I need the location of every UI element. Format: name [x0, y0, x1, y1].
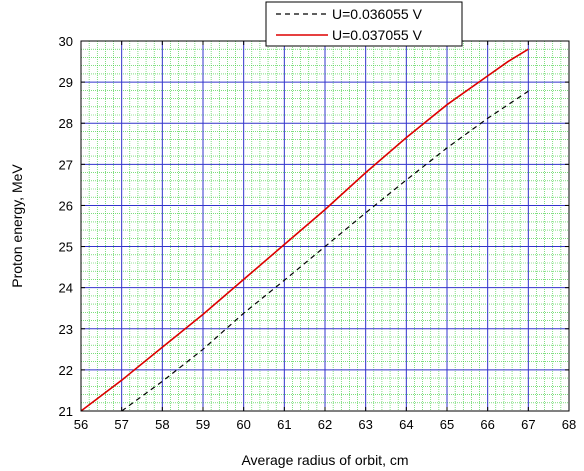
y-tick-label: 24	[59, 281, 73, 296]
y-tick-label: 22	[59, 363, 73, 378]
y-tick-label: 26	[59, 198, 73, 213]
x-tick-label: 60	[236, 417, 250, 432]
x-tick-label: 68	[562, 417, 576, 432]
x-tick-label: 58	[155, 417, 169, 432]
x-tick-label: 57	[114, 417, 128, 432]
x-tick-label: 56	[74, 417, 88, 432]
legend: U=0.036055 V U=0.037055 V	[266, 2, 462, 46]
x-tick-label: 65	[440, 417, 454, 432]
y-tick-label: 21	[59, 404, 73, 419]
x-tick-label: 64	[399, 417, 413, 432]
y-tick-label: 30	[59, 34, 73, 49]
x-tick-label: 67	[521, 417, 535, 432]
y-tick-label: 28	[59, 116, 73, 131]
x-tick-label: 63	[358, 417, 372, 432]
y-axis-label: Proton energy, MeV	[9, 164, 25, 288]
x-tick-label: 62	[318, 417, 332, 432]
y-tick-label: 27	[59, 157, 73, 172]
x-tick-label: 61	[277, 417, 291, 432]
legend-entry: U=0.037055 V	[332, 27, 423, 43]
x-tick-label: 66	[480, 417, 494, 432]
x-axis-label: Average radius of orbit, cm	[241, 452, 408, 468]
y-tick-label: 23	[59, 322, 73, 337]
y-tick-label: 29	[59, 75, 73, 90]
legend-entry: U=0.036055 V	[332, 6, 423, 22]
y-tick-label: 25	[59, 240, 73, 255]
x-tick-label: 59	[196, 417, 210, 432]
